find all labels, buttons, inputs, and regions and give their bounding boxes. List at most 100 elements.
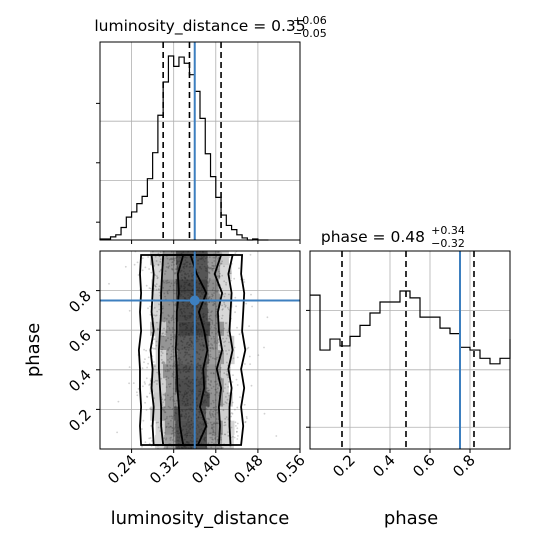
sample-point <box>207 311 209 313</box>
sample-point <box>205 407 208 410</box>
sample-point <box>208 297 210 299</box>
sample-point <box>172 398 175 401</box>
sample-point <box>212 413 214 416</box>
phase-xtick-label-2: 0.6 <box>409 451 439 481</box>
sample-point <box>208 301 210 304</box>
sample-point <box>231 412 234 415</box>
sample-point <box>204 380 207 383</box>
sample-point <box>168 265 171 267</box>
sample-point <box>224 387 226 389</box>
sample-point <box>224 433 227 436</box>
sample-point <box>155 421 158 424</box>
sample-point <box>189 360 192 363</box>
sample-point <box>170 425 172 428</box>
sample-point <box>191 306 193 309</box>
sample-point <box>206 391 209 394</box>
sample-point <box>185 393 187 396</box>
sample-point <box>233 277 236 280</box>
sample-point <box>212 414 214 417</box>
sample-point <box>201 344 204 346</box>
sample-point <box>196 396 198 399</box>
sample-point <box>206 303 209 306</box>
sample-point <box>215 358 218 361</box>
sample-point <box>226 373 229 376</box>
sample-point <box>243 403 246 406</box>
sample-point <box>228 394 231 397</box>
sample-point <box>250 293 252 296</box>
sample-point <box>186 441 189 443</box>
sample-point <box>172 355 175 358</box>
sample-point <box>188 312 191 314</box>
sample-point <box>195 276 198 278</box>
sample-point <box>195 319 198 322</box>
sample-point <box>201 400 204 403</box>
sample-point <box>196 304 199 307</box>
sample-point <box>206 375 209 377</box>
phase-xtick-label-1: 0.4 <box>369 451 399 481</box>
density-cell <box>174 406 206 421</box>
sample-point <box>181 344 184 347</box>
sample-point <box>177 426 180 429</box>
sample-point <box>167 377 170 379</box>
sample-point <box>235 305 238 308</box>
sample-point <box>166 368 169 371</box>
sample-point <box>185 265 188 268</box>
sample-point <box>149 313 152 316</box>
sample-point <box>185 265 188 267</box>
sample-point <box>181 415 184 418</box>
sample-point <box>204 411 207 413</box>
sample-point <box>142 385 144 388</box>
sample-point <box>187 419 189 422</box>
sample-point <box>195 446 198 449</box>
sample-point <box>175 392 177 395</box>
sample-point <box>184 277 187 280</box>
sample-point <box>186 304 189 306</box>
sample-point <box>191 313 194 316</box>
sample-point <box>216 342 218 344</box>
sample-point <box>185 261 188 264</box>
sample-point <box>156 275 158 277</box>
sample-point <box>230 272 232 274</box>
sample-point <box>184 272 187 275</box>
sample-point <box>228 293 230 296</box>
sample-point <box>169 425 172 428</box>
sample-point <box>231 401 234 404</box>
sample-point <box>199 390 202 393</box>
sample-point <box>190 423 193 426</box>
sample-point <box>185 440 188 443</box>
sample-point <box>185 416 188 418</box>
sample-point <box>148 384 151 386</box>
sample-point <box>199 388 202 391</box>
sample-point <box>210 337 213 340</box>
sample-point <box>202 313 204 316</box>
sample-point <box>206 387 209 390</box>
sample-point <box>174 272 176 275</box>
sample-point <box>215 314 218 316</box>
sample-point <box>209 267 212 270</box>
sample-point <box>163 406 166 408</box>
sample-point <box>159 251 162 254</box>
sample-point <box>207 389 210 392</box>
sample-point <box>203 401 205 404</box>
sample-point <box>226 331 229 334</box>
sample-point <box>186 376 189 379</box>
sample-point <box>204 399 207 402</box>
sample-point <box>195 385 198 387</box>
sample-point <box>226 398 229 401</box>
sample-point <box>171 268 174 271</box>
sample-point <box>172 351 175 354</box>
sample-point <box>197 259 200 262</box>
sample-point <box>182 266 185 268</box>
sample-point <box>220 262 223 265</box>
sample-point <box>215 327 218 330</box>
sample-point <box>164 270 167 273</box>
sample-point <box>215 332 217 335</box>
sample-point <box>158 308 161 311</box>
sample-point <box>202 345 205 347</box>
sample-point <box>206 363 208 365</box>
sample-point <box>180 415 183 418</box>
sample-point <box>197 416 200 419</box>
sample-point <box>199 422 202 424</box>
sample-point <box>184 403 187 406</box>
sample-point <box>208 277 211 280</box>
